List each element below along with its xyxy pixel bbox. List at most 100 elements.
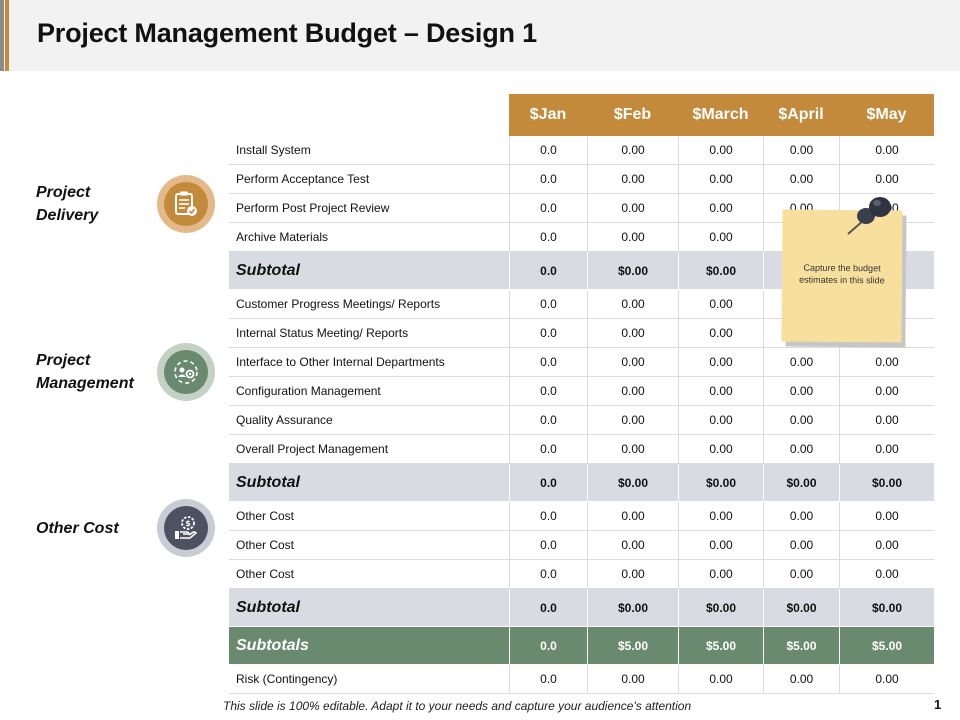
value-cell: 0.00 xyxy=(839,435,934,463)
value-cell: 0.00 xyxy=(587,406,678,434)
column-header-feb: $Feb xyxy=(613,106,652,123)
column-header-jan: $Jan xyxy=(529,106,567,123)
column-header-april: $April xyxy=(778,106,824,123)
row-label: Subtotal xyxy=(236,261,300,279)
value-cell: 0.0 xyxy=(509,560,587,588)
value-cell: 0.00 xyxy=(678,194,763,222)
row-label: Customer Progress Meetings/ Reports xyxy=(236,297,441,311)
value-cell: 0.00 xyxy=(763,136,839,164)
budget-table: $Jan $Feb $March $April $May Install Sys… xyxy=(229,94,934,694)
value-cell: 0.00 xyxy=(839,560,934,588)
value-cell: 0.0 xyxy=(509,665,587,693)
table-row: Other Cost 0.0 0.00 0.00 0.00 0.00 xyxy=(229,531,934,560)
column-header-march: $March xyxy=(692,106,749,123)
value-cell: 0.00 xyxy=(678,406,763,434)
value-cell: 0.00 xyxy=(839,406,934,434)
value-cell xyxy=(763,223,839,251)
value-cell: $0.00 xyxy=(587,464,678,501)
value-cell: $5.00 xyxy=(587,627,678,664)
table-body: Install System 0.0 0.00 0.00 0.00 0.00 Perform… xyxy=(229,136,934,694)
value-cell: 0.0 xyxy=(509,406,587,434)
page-number: 1 xyxy=(934,697,942,712)
value-cell: $0.00 xyxy=(587,589,678,626)
value-cell: 0.00 xyxy=(763,665,839,693)
project-management-badge xyxy=(157,343,215,401)
section-label-line: Other Cost xyxy=(36,520,119,537)
value-cell: 0.00 xyxy=(678,502,763,530)
value-cell: 0.00 xyxy=(587,348,678,376)
row-label: Risk (Contingency) xyxy=(236,672,338,686)
value-cell: 0.00 xyxy=(839,165,934,193)
value-cell xyxy=(763,252,839,289)
row-label: Perform Acceptance Test xyxy=(236,172,370,186)
value-cell: 0.00 xyxy=(587,665,678,693)
value-cell: 0.00 xyxy=(678,560,763,588)
svg-text:$: $ xyxy=(185,519,191,528)
section-label-project-delivery: Project Delivery xyxy=(36,181,98,227)
row-label: Subtotal xyxy=(236,598,300,616)
value-cell: 0.00 xyxy=(587,502,678,530)
row-label: Internal Status Meeting/ Reports xyxy=(236,326,409,340)
value-cell: 0.00 xyxy=(839,348,934,376)
value-cell: 0.00 xyxy=(763,502,839,530)
value-cell: $5.00 xyxy=(763,627,839,664)
value-cell: 0.00 xyxy=(587,290,678,318)
value-cell: 0.00 xyxy=(587,165,678,193)
value-cell: 0.00 xyxy=(839,665,934,693)
table-header-row: $Jan $Feb $March $April $May xyxy=(229,94,934,136)
table-row: Overall Project Management 0.0 0.00 0.00 0.0… xyxy=(229,435,934,464)
hand-money-icon: $ xyxy=(164,506,208,550)
value-cell: 0.00 xyxy=(678,136,763,164)
value-cell: 0.00 xyxy=(763,560,839,588)
value-cell: 0.0 xyxy=(509,348,587,376)
project-delivery-badge xyxy=(157,175,215,233)
row-label: Install System xyxy=(236,143,311,157)
table-row: Other Cost 0.0 0.00 0.00 0.00 0.00 xyxy=(229,502,934,531)
table-row: Archive Materials 0.0 0.00 0.00 xyxy=(229,223,934,252)
subtotals-row: Subtotals 0.0 $5.00 $5.00 $5.00 $5.00 xyxy=(229,627,934,665)
value-cell: $0.00 xyxy=(587,252,678,289)
value-cell: 0.0 xyxy=(509,252,587,289)
table-row: Internal Status Meeting/ Reports 0.0 0.00 0… xyxy=(229,319,934,348)
value-cell: 0.0 xyxy=(509,435,587,463)
value-cell: 0.00 xyxy=(587,136,678,164)
team-gear-icon xyxy=(164,350,208,394)
row-label: Configuration Management xyxy=(236,384,381,398)
value-cell: 0.00 xyxy=(678,223,763,251)
table-row: Other Cost 0.0 0.00 0.00 0.00 0.00 xyxy=(229,560,934,589)
value-cell: $0.00 xyxy=(839,464,934,501)
section-label-other-cost: Other Cost xyxy=(36,517,119,540)
value-cell: $0.00 xyxy=(763,589,839,626)
value-cell: $5.00 xyxy=(839,627,934,664)
value-cell: 0.00 xyxy=(763,435,839,463)
table-row: Customer Progress Meetings/ Reports 0.0 0.… xyxy=(229,290,934,319)
value-cell: $0.00 xyxy=(763,464,839,501)
value-cell: 0.00 xyxy=(678,377,763,405)
value-cell: 0.0 xyxy=(509,194,587,222)
value-cell: 0.00 xyxy=(763,165,839,193)
section-label-line: Management xyxy=(36,375,134,392)
row-label: Interface to Other Internal Departments xyxy=(236,355,445,369)
table-row: Quality Assurance 0.0 0.00 0.00 0.00 0.00 xyxy=(229,406,934,435)
row-label: Other Cost xyxy=(236,567,295,581)
section-label-line: Project xyxy=(36,184,91,201)
value-cell: 0.00 xyxy=(839,377,934,405)
slide-header: Project Management Budget – Design 1 xyxy=(0,0,960,71)
subtotal-row: Subtotal 0.0 $0.00 $0.00 $0.00 $0.00 xyxy=(229,589,934,627)
value-cell: $0.00 xyxy=(678,464,763,501)
value-cell: 0.00 xyxy=(839,502,934,530)
row-label: Quality Assurance xyxy=(236,413,333,427)
value-cell: $0.00 xyxy=(678,589,763,626)
header-accent-bar-gold xyxy=(5,0,9,71)
section-label-project-management: Project Management xyxy=(36,349,134,395)
value-cell: 0.00 xyxy=(763,377,839,405)
row-label: Archive Materials xyxy=(236,230,329,244)
value-cell: 0.00 xyxy=(587,194,678,222)
row-label: Subtotals xyxy=(236,636,309,654)
other-cost-badge: $ xyxy=(157,499,215,557)
value-cell: 0.00 xyxy=(678,531,763,559)
row-label: Other Cost xyxy=(236,538,295,552)
table-row: Interface to Other Internal Departments 0… xyxy=(229,348,934,377)
value-cell: 0.0 xyxy=(509,136,587,164)
value-cell: 0.00 xyxy=(678,319,763,347)
